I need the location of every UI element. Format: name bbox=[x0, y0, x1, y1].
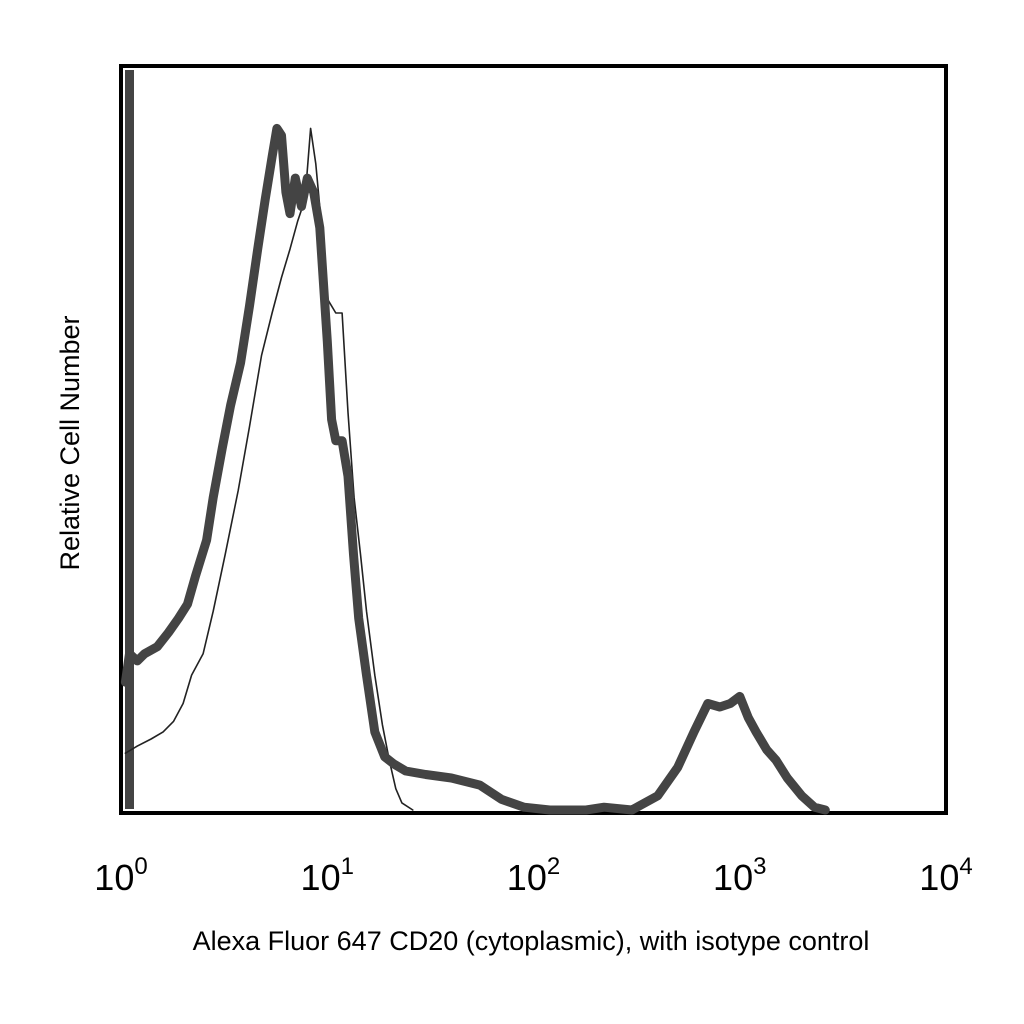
x-tick-label-2: 102 bbox=[507, 853, 560, 898]
series-stained-line bbox=[120, 123, 830, 815]
axis-edge-bar bbox=[125, 70, 134, 809]
x-tick-label-3: 103 bbox=[713, 853, 766, 898]
x-tick-label-0: 100 bbox=[94, 853, 147, 898]
x-tick-labels: 100 101 102 103 104 bbox=[94, 853, 972, 898]
plot-area bbox=[119, 64, 948, 815]
x-axis-label: Alexa Fluor 647 CD20 (cytoplasmic), with… bbox=[193, 926, 870, 956]
plot-frame bbox=[119, 64, 948, 815]
x-tick-label-1: 101 bbox=[301, 853, 354, 898]
y-axis-label: Relative Cell Number bbox=[55, 315, 85, 570]
x-tick-label-4: 104 bbox=[919, 853, 972, 898]
